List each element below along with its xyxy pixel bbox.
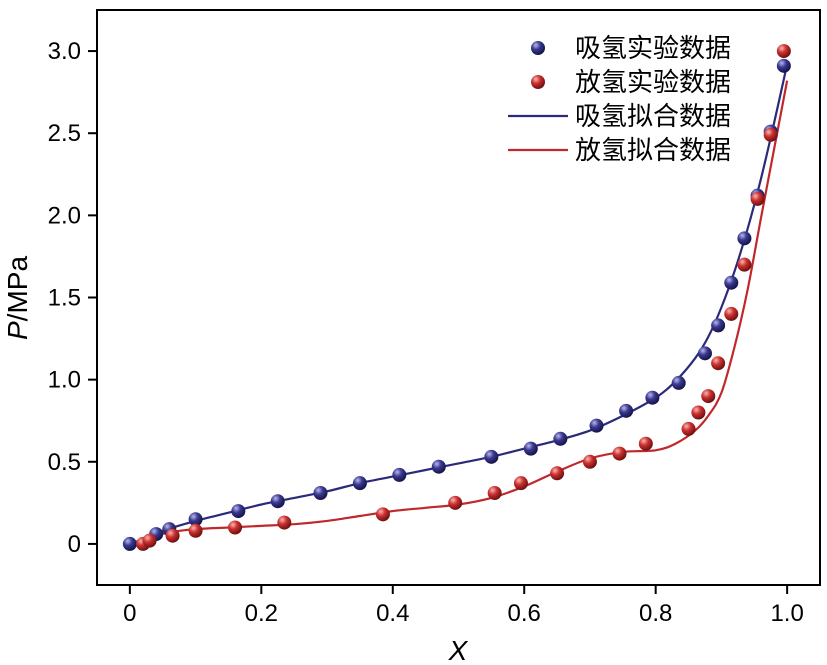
y-axis-title-unit: /MPa	[2, 256, 33, 322]
x-tick-label: 0.8	[639, 600, 672, 627]
data-point-放氢实验数据	[737, 257, 752, 272]
data-point-吸氢实验数据	[776, 58, 791, 73]
data-point-放氢实验数据	[142, 533, 157, 548]
data-point-放氢实验数据	[711, 356, 726, 371]
data-point-放氢实验数据	[612, 446, 627, 461]
legend-label: 放氢拟合数据	[575, 136, 731, 166]
data-point-吸氢实验数据	[737, 231, 752, 246]
data-point-吸氢实验数据	[724, 275, 739, 290]
x-axis-title: X	[448, 635, 469, 665]
data-point-吸氢实验数据	[122, 536, 137, 551]
data-point-放氢实验数据	[550, 466, 565, 481]
data-point-吸氢实验数据	[484, 449, 499, 464]
x-tick-label: 0	[123, 600, 136, 627]
data-point-放氢实验数据	[277, 515, 292, 530]
data-point-放氢实验数据	[750, 191, 765, 206]
x-tick-label: 0.4	[376, 600, 409, 627]
y-axis-title: P/MPa	[2, 256, 33, 340]
data-point-放氢实验数据	[691, 405, 706, 420]
data-point-放氢实验数据	[681, 421, 696, 436]
data-point-放氢实验数据	[776, 44, 791, 59]
data-point-放氢实验数据	[375, 507, 390, 522]
data-point-放氢实验数据	[724, 306, 739, 321]
data-point-放氢实验数据	[638, 436, 653, 451]
data-point-吸氢实验数据	[711, 318, 726, 333]
legend-label: 吸氢拟合数据	[575, 102, 731, 132]
data-point-吸氢实验数据	[589, 418, 604, 433]
data-point-放氢实验数据	[448, 495, 463, 510]
x-tick-label: 0.2	[245, 600, 278, 627]
legend-marker	[531, 41, 545, 55]
data-point-吸氢实验数据	[671, 375, 686, 390]
data-point-放氢实验数据	[165, 528, 180, 543]
y-tick-label: 2.0	[48, 202, 81, 229]
data-point-吸氢实验数据	[270, 494, 285, 509]
data-point-放氢实验数据	[513, 476, 528, 491]
data-point-吸氢实验数据	[523, 441, 538, 456]
data-point-吸氢实验数据	[553, 431, 568, 446]
x-tick-label: 1.0	[770, 600, 803, 627]
data-point-吸氢实验数据	[619, 403, 634, 418]
legend-marker	[531, 75, 545, 89]
legend-label: 吸氢实验数据	[575, 34, 731, 64]
data-point-吸氢实验数据	[313, 486, 328, 500]
data-point-吸氢实验数据	[188, 512, 203, 527]
data-point-放氢实验数据	[487, 486, 502, 500]
y-tick-label: 3.0	[48, 38, 81, 65]
x-axis-ticks: 0 0.2 0.4 0.6 0.8 1.0	[123, 585, 804, 627]
y-tick-label: 0	[68, 531, 81, 558]
data-point-吸氢实验数据	[431, 459, 446, 474]
data-point-放氢实验数据	[228, 520, 243, 535]
data-points-layer	[122, 44, 791, 551]
data-point-放氢实验数据	[763, 127, 778, 142]
data-point-吸氢实验数据	[645, 390, 660, 405]
y-tick-label: 1.5	[48, 285, 81, 312]
y-axis-title-symbol: P	[2, 321, 33, 340]
y-axis-ticks: 0 0.5 1.0 1.5 2.0 2.5 3.0	[48, 38, 97, 558]
y-tick-label: 1.0	[48, 367, 81, 394]
data-point-放氢实验数据	[582, 454, 597, 469]
data-point-吸氢实验数据	[231, 504, 246, 519]
data-point-吸氢实验数据	[392, 467, 407, 482]
data-point-吸氢实验数据	[352, 476, 367, 491]
x-tick-label: 0.6	[508, 600, 541, 627]
y-tick-label: 2.5	[48, 120, 81, 147]
y-tick-label: 0.5	[48, 449, 81, 476]
data-point-吸氢实验数据	[697, 346, 712, 361]
data-point-放氢实验数据	[701, 389, 716, 404]
data-point-放氢实验数据	[188, 523, 203, 538]
legend-label: 放氢实验数据	[575, 68, 731, 98]
